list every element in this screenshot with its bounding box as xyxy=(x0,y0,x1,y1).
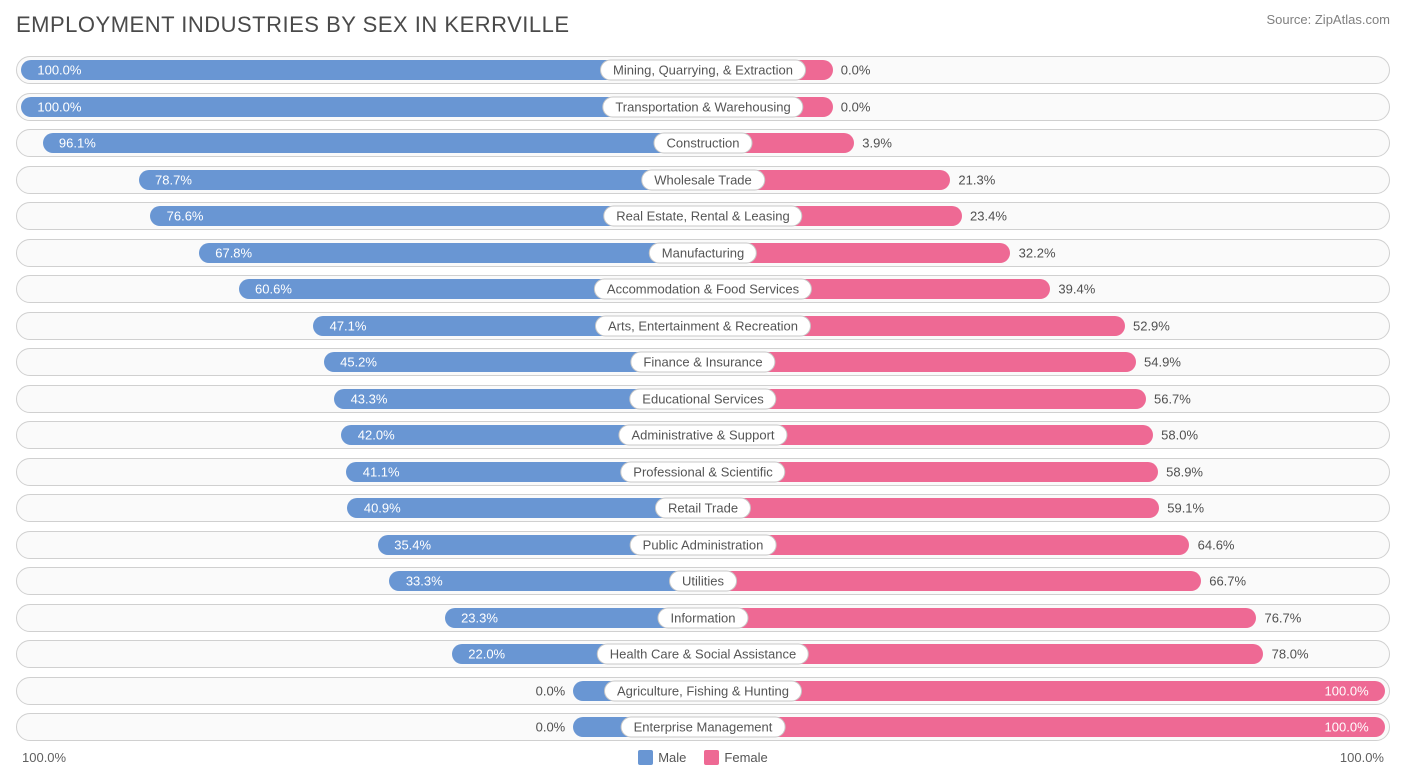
category-label: Utilities xyxy=(669,571,737,592)
bar-row: 35.4% 64.6% Public Administration xyxy=(16,531,1390,559)
value-female: 76.7% xyxy=(1264,610,1301,625)
category-label: Educational Services xyxy=(629,388,776,409)
bar-row: 22.0% 78.0% Health Care & Social Assistanc… xyxy=(16,640,1390,668)
bar-row: 100.0% 0.0% Mining, Quarrying, & Extractio… xyxy=(16,56,1390,84)
value-female: 0.0% xyxy=(841,99,871,114)
legend-male-label: Male xyxy=(658,750,686,765)
chart-source: Source: ZipAtlas.com xyxy=(1266,12,1390,27)
category-label: Finance & Insurance xyxy=(630,352,775,373)
value-male: 100.0% xyxy=(37,99,81,114)
value-female: 0.0% xyxy=(841,63,871,78)
value-male: 42.0% xyxy=(358,428,395,443)
category-label: Accommodation & Food Services xyxy=(594,279,812,300)
value-female: 58.0% xyxy=(1161,428,1198,443)
value-male: 23.3% xyxy=(461,610,498,625)
bar-row: 45.2% 54.9% Finance & Insurance xyxy=(16,348,1390,376)
bar-male xyxy=(199,243,703,263)
legend-male-swatch xyxy=(638,750,653,765)
bar-row: 43.3% 56.7% Educational Services xyxy=(16,385,1390,413)
value-female: 3.9% xyxy=(862,136,892,151)
axis-left-label: 100.0% xyxy=(22,750,66,765)
category-label: Transportation & Warehousing xyxy=(602,96,803,117)
value-male: 0.0% xyxy=(536,683,566,698)
chart-legend: Male Female xyxy=(638,750,768,765)
bar-row: 41.1% 58.9% Professional & Scientific xyxy=(16,458,1390,486)
category-label: Construction xyxy=(654,133,753,154)
bar-female xyxy=(703,571,1201,591)
bar-row: 60.6% 39.4% Accommodation & Food Services xyxy=(16,275,1390,303)
value-male: 67.8% xyxy=(215,245,252,260)
value-male: 78.7% xyxy=(155,172,192,187)
category-label: Health Care & Social Assistance xyxy=(597,644,809,665)
bar-row: 96.1% 3.9% Construction xyxy=(16,129,1390,157)
bar-row: 42.0% 58.0% Administrative & Support xyxy=(16,421,1390,449)
legend-female: Female xyxy=(704,750,767,765)
value-female: 100.0% xyxy=(1325,683,1369,698)
bar-female xyxy=(703,681,1385,701)
value-male: 76.6% xyxy=(167,209,204,224)
bar-row: 0.0% 100.0% Agriculture, Fishing & Hunting xyxy=(16,677,1390,705)
bar-male xyxy=(43,133,703,153)
bar-row: 47.1% 52.9% Arts, Entertainment & Recreati… xyxy=(16,312,1390,340)
value-male: 45.2% xyxy=(340,355,377,370)
bar-row: 23.3% 76.7% Information xyxy=(16,604,1390,632)
bar-male xyxy=(139,170,703,190)
chart-title: EMPLOYMENT INDUSTRIES BY SEX IN KERRVILL… xyxy=(16,12,570,38)
value-female: 66.7% xyxy=(1209,574,1246,589)
category-label: Mining, Quarrying, & Extraction xyxy=(600,60,806,81)
category-label: Agriculture, Fishing & Hunting xyxy=(604,680,802,701)
value-male: 22.0% xyxy=(468,647,505,662)
bar-row: 40.9% 59.1% Retail Trade xyxy=(16,494,1390,522)
category-label: Public Administration xyxy=(630,534,777,555)
bar-row: 67.8% 32.2% Manufacturing xyxy=(16,239,1390,267)
legend-female-swatch xyxy=(704,750,719,765)
category-label: Administrative & Support xyxy=(618,425,787,446)
value-male: 60.6% xyxy=(255,282,292,297)
value-female: 56.7% xyxy=(1154,391,1191,406)
value-male: 33.3% xyxy=(406,574,443,589)
chart-area: 100.0% 0.0% Mining, Quarrying, & Extractio… xyxy=(16,56,1390,741)
value-male: 47.1% xyxy=(330,318,367,333)
value-female: 52.9% xyxy=(1133,318,1170,333)
category-label: Retail Trade xyxy=(655,498,751,519)
category-label: Manufacturing xyxy=(649,242,757,263)
category-label: Professional & Scientific xyxy=(620,461,785,482)
value-female: 78.0% xyxy=(1272,647,1309,662)
bar-female xyxy=(703,498,1159,518)
axis-right-label: 100.0% xyxy=(1340,750,1384,765)
bar-row: 100.0% 0.0% Transportation & Warehousing xyxy=(16,93,1390,121)
value-male: 96.1% xyxy=(59,136,96,151)
category-label: Enterprise Management xyxy=(621,717,786,738)
value-male: 0.0% xyxy=(536,720,566,735)
value-female: 21.3% xyxy=(958,172,995,187)
category-label: Arts, Entertainment & Recreation xyxy=(595,315,811,336)
bar-row: 76.6% 23.4% Real Estate, Rental & Leasing xyxy=(16,202,1390,230)
legend-male: Male xyxy=(638,750,686,765)
value-female: 32.2% xyxy=(1019,245,1056,260)
value-female: 59.1% xyxy=(1167,501,1204,516)
value-male: 35.4% xyxy=(394,537,431,552)
value-female: 58.9% xyxy=(1166,464,1203,479)
bar-female xyxy=(703,608,1256,628)
chart-axis: 100.0% Male Female 100.0% xyxy=(16,750,1390,765)
value-female: 39.4% xyxy=(1058,282,1095,297)
bar-row: 78.7% 21.3% Wholesale Trade xyxy=(16,166,1390,194)
category-label: Wholesale Trade xyxy=(641,169,765,190)
bar-female xyxy=(703,717,1385,737)
chart-header: EMPLOYMENT INDUSTRIES BY SEX IN KERRVILL… xyxy=(16,12,1390,38)
value-female: 100.0% xyxy=(1325,720,1369,735)
value-male: 100.0% xyxy=(37,63,81,78)
category-label: Real Estate, Rental & Leasing xyxy=(603,206,802,227)
value-male: 40.9% xyxy=(364,501,401,516)
legend-female-label: Female xyxy=(724,750,767,765)
value-female: 23.4% xyxy=(970,209,1007,224)
value-female: 64.6% xyxy=(1198,537,1235,552)
value-female: 54.9% xyxy=(1144,355,1181,370)
bar-row: 0.0% 100.0% Enterprise Management xyxy=(16,713,1390,741)
bar-male xyxy=(21,97,703,117)
value-male: 41.1% xyxy=(363,464,400,479)
value-male: 43.3% xyxy=(351,391,388,406)
bar-row: 33.3% 66.7% Utilities xyxy=(16,567,1390,595)
category-label: Information xyxy=(657,607,748,628)
